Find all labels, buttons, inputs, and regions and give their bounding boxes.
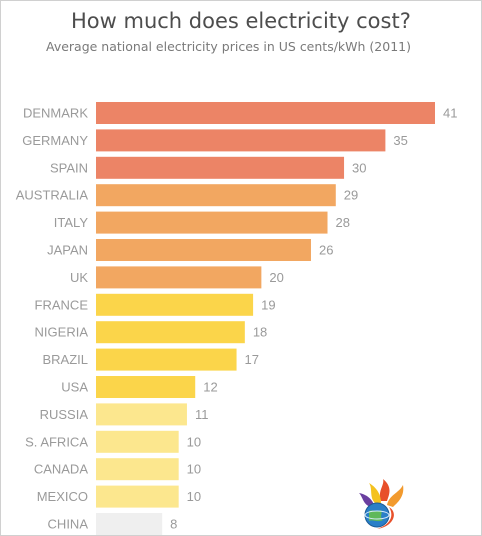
bar-nigeria — [96, 321, 245, 344]
bar-china — [96, 513, 163, 535]
bar-australia — [96, 184, 336, 207]
bar-usa — [96, 376, 196, 398]
bar-italy — [96, 211, 328, 234]
category-label: CHINA — [48, 517, 89, 532]
value-label: 28 — [336, 215, 350, 230]
category-label: FRANCE — [35, 297, 89, 312]
bar-denmark — [96, 102, 435, 124]
value-label: 10 — [187, 434, 201, 449]
category-label: ITALY — [54, 215, 89, 230]
category-label: DENMARK — [23, 106, 88, 121]
bars-group — [96, 102, 435, 535]
bar-japan — [96, 239, 311, 261]
value-label: 19 — [261, 297, 275, 312]
category-label: USA — [61, 380, 88, 395]
value-label: 26 — [319, 243, 333, 258]
value-label: 20 — [269, 270, 283, 285]
bar-germany — [96, 129, 386, 152]
value-label: 18 — [253, 325, 267, 340]
category-label: UK — [70, 270, 88, 285]
value-label: 30 — [352, 160, 366, 175]
bar-mexico — [96, 485, 179, 508]
value-label: 10 — [187, 462, 201, 477]
value-label: 10 — [187, 489, 201, 504]
category-label: AUSTRALIA — [16, 188, 89, 203]
category-label: RUSSIA — [40, 407, 89, 422]
category-label: MEXICO — [37, 489, 88, 504]
category-label: CANADA — [34, 462, 89, 477]
value-label: 41 — [443, 106, 457, 121]
bar-canada — [96, 458, 179, 481]
value-label: 12 — [203, 380, 217, 395]
category-labels: DENMARK GERMANY SPAIN AUSTRALIA ITALY JAPAN UK… — [16, 106, 89, 532]
value-label: 35 — [393, 133, 407, 148]
flame-globe-logo-icon — [359, 479, 404, 529]
value-label: 8 — [170, 517, 177, 532]
category-label: GERMANY — [22, 133, 88, 148]
category-label: SPAIN — [50, 160, 88, 175]
value-label: 17 — [245, 352, 259, 367]
category-label: BRAZIL — [42, 352, 88, 367]
chart-subtitle: Average national electricity prices in U… — [46, 39, 411, 54]
bar-uk — [96, 266, 262, 289]
bar-s-africa — [96, 430, 179, 453]
bar-spain — [96, 156, 345, 179]
value-label: 11 — [195, 407, 209, 422]
bar-france — [96, 293, 254, 316]
chart-title: How much does electricity cost? — [71, 9, 411, 33]
bar-brazil — [96, 348, 237, 371]
category-label: NIGERIA — [35, 325, 89, 340]
category-label: JAPAN — [47, 243, 88, 258]
value-label: 29 — [344, 188, 358, 203]
bar-russia — [96, 403, 187, 426]
category-label: S. AFRICA — [25, 434, 88, 449]
